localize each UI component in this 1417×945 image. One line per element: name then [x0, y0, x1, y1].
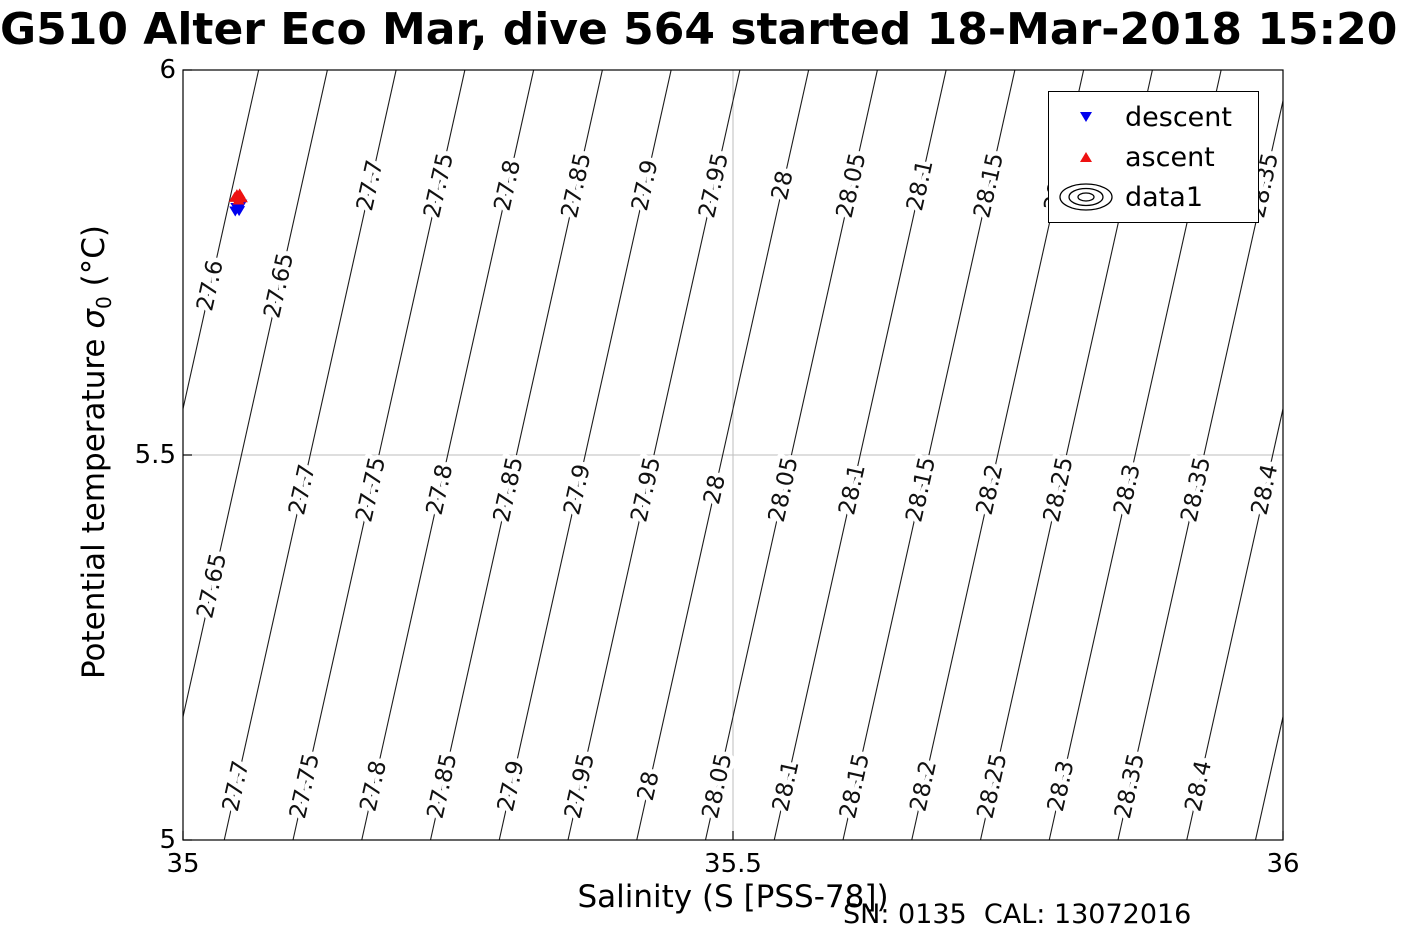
legend-item-label: ascent	[1125, 141, 1215, 173]
contour-line	[223, 70, 397, 840]
contour-label: 28.25	[973, 751, 1013, 821]
descent-marker-icon	[1080, 112, 1092, 122]
contour-label: 27.95	[694, 151, 734, 221]
legend-item-ascent: ascent	[1049, 137, 1258, 177]
contour-label: 28.4	[1181, 758, 1218, 814]
contour-line	[842, 70, 1016, 840]
x-axis-label: Salinity (S [PSS-78])	[577, 879, 889, 915]
contour-label: 28.35	[1176, 455, 1216, 525]
contour-label: 28.1	[902, 158, 939, 214]
plot-title: G510 Alter Eco Mar, dive 564 started 18-…	[0, 4, 1398, 55]
contour-line	[429, 70, 603, 840]
contour-line	[567, 70, 741, 840]
y-axis-label-text: Potential temperature	[75, 328, 112, 680]
contour-label: 27.75	[419, 151, 459, 221]
contour-label: 28	[699, 473, 731, 507]
legend-item-descent: descent	[1049, 97, 1258, 137]
contour-label: 28.05	[698, 751, 738, 821]
contour-label: 28.2	[972, 462, 1009, 518]
contour-line	[1117, 100, 1283, 840]
contour-label: 28	[633, 769, 665, 803]
contour-label: 28	[767, 168, 799, 202]
contour-label: 28.3	[1043, 758, 1080, 814]
sigma-subscript: 0	[92, 296, 117, 309]
contour-label: 28.15	[969, 151, 1009, 221]
contour-label: 27.75	[351, 455, 391, 525]
contour-label: 27.85	[557, 151, 597, 221]
legend-item-label: descent	[1125, 101, 1232, 133]
y-axis-label-units: (°C)	[75, 224, 112, 297]
contour-label: 27.9	[627, 158, 664, 214]
contour-rings-icon	[1059, 183, 1113, 211]
contour-label: 28.05	[764, 455, 804, 525]
contour-line	[292, 70, 466, 840]
marker-descent	[229, 206, 242, 217]
contour-label: 28.35	[1110, 751, 1150, 821]
contour-label: 27.7	[352, 158, 389, 214]
contour-line	[636, 70, 810, 840]
contour-label: 27.65	[192, 551, 232, 621]
y-tick-label: 6	[159, 55, 176, 85]
legend-item-data1: data1	[1049, 177, 1258, 217]
dive-markers	[228, 188, 248, 217]
contour-label: 27.85	[489, 455, 529, 525]
contour-line	[1186, 408, 1283, 840]
contour-label: 27.9	[559, 462, 596, 518]
contour-label: 28.25	[1039, 455, 1079, 525]
x-tick-label: 35	[166, 849, 200, 879]
sigma-symbol: σ	[75, 309, 112, 329]
contour-line	[773, 70, 947, 840]
grid-lines	[183, 70, 1283, 840]
x-tick-label: 36	[1266, 849, 1300, 879]
y-tick-label: 5.5	[134, 440, 176, 470]
contour-label: 27.9	[493, 758, 530, 814]
contour-label: 28.1	[768, 758, 805, 814]
marker-ascent	[232, 194, 245, 205]
contour-label: 27.7	[284, 462, 321, 518]
contour-label: 28.3	[1109, 462, 1146, 518]
contour-label: 28.2	[906, 758, 943, 814]
sn-cal-annotation: SN: 0135 CAL: 13072016	[843, 899, 1192, 930]
contour-label: 27.75	[285, 751, 325, 821]
contour-label: 28.05	[832, 151, 872, 221]
contour-line	[361, 70, 535, 840]
contour-line	[183, 70, 260, 409]
contour-label: 27.95	[560, 751, 600, 821]
contour-label: 27.6	[192, 258, 229, 314]
contour-label: 28.15	[901, 455, 941, 525]
axes-box	[182, 69, 1284, 841]
contour-label: 27.8	[356, 758, 393, 814]
contour-line	[183, 70, 328, 717]
contour-line	[1254, 716, 1283, 840]
contour-line	[498, 70, 672, 840]
contour-label: 27.8	[422, 462, 459, 518]
y-axis-label: Potential temperature σ0 (°C)	[76, 225, 116, 679]
legend: descent ascent data1	[1048, 91, 1259, 223]
contour-label: 27.65	[259, 251, 299, 321]
isopycnal-contours	[183, 70, 1283, 840]
y-tick-label: 5	[159, 825, 176, 855]
x-tick-label: 35.5	[704, 849, 762, 879]
contour-label: 28.1	[834, 462, 871, 518]
contour-label: 27.7	[218, 758, 255, 814]
contour-label: 28.4	[1247, 462, 1284, 518]
contour-line	[704, 70, 878, 840]
contour-label: 28.15	[835, 751, 875, 821]
ascent-marker-icon	[1080, 152, 1092, 162]
contour-label: 27.95	[626, 455, 666, 525]
legend-item-label: data1	[1125, 181, 1203, 213]
contour-label: 27.8	[490, 158, 527, 214]
contour-label: 27.85	[423, 751, 463, 821]
